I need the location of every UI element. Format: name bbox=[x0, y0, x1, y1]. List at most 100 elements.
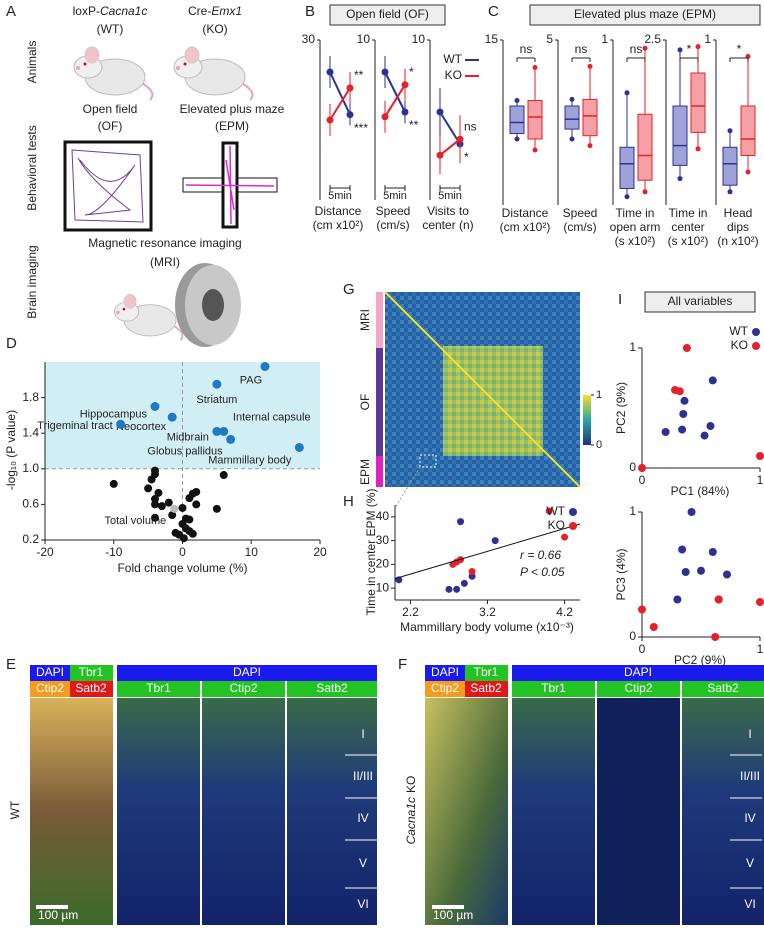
point bbox=[569, 136, 575, 142]
label: 0 bbox=[596, 439, 602, 451]
label: PC2 (9%) bbox=[674, 653, 726, 667]
point bbox=[756, 598, 764, 606]
label: 1 bbox=[757, 473, 764, 487]
label: 0 bbox=[629, 460, 636, 474]
point bbox=[491, 537, 499, 545]
series-line bbox=[384, 71, 406, 113]
label: 1 bbox=[601, 32, 608, 46]
point bbox=[468, 568, 476, 575]
series-line bbox=[384, 84, 406, 118]
label: KO bbox=[445, 68, 462, 82]
label: 10 bbox=[412, 32, 426, 46]
point bbox=[436, 108, 444, 116]
point bbox=[219, 471, 228, 480]
label: 30 bbox=[302, 32, 316, 46]
point bbox=[116, 419, 126, 429]
label: 0 bbox=[639, 473, 646, 487]
label: 0.6 bbox=[22, 497, 39, 511]
title-box bbox=[644, 291, 756, 313]
label: 0 bbox=[629, 629, 636, 643]
label: Time in center EPM (%) bbox=[364, 489, 378, 616]
label: 2.5 bbox=[644, 32, 661, 46]
point bbox=[185, 515, 194, 524]
point bbox=[212, 504, 221, 513]
test-label: (OF) bbox=[98, 119, 123, 133]
label: Tbr1 bbox=[146, 681, 171, 695]
box bbox=[740, 105, 756, 156]
label: Globus pallidus bbox=[147, 445, 223, 457]
point bbox=[678, 545, 687, 554]
label: * bbox=[687, 42, 692, 56]
point bbox=[326, 116, 334, 124]
point bbox=[587, 63, 593, 69]
prefix: Cre- bbox=[188, 4, 211, 18]
label: 5min bbox=[383, 190, 407, 202]
point bbox=[151, 513, 159, 522]
prefix: loxP- bbox=[73, 4, 100, 18]
point bbox=[449, 560, 457, 568]
label: Ctip2 bbox=[431, 681, 459, 695]
label: -10 bbox=[105, 545, 123, 559]
point bbox=[514, 136, 520, 142]
point bbox=[708, 548, 717, 556]
group-label: EPM bbox=[358, 459, 372, 485]
test-label: (EPM) bbox=[215, 119, 249, 133]
genotype-label: Cre-Emx1 bbox=[188, 4, 242, 18]
point bbox=[168, 511, 177, 520]
point bbox=[745, 169, 751, 175]
point bbox=[756, 452, 764, 460]
label: Time in bbox=[616, 206, 655, 220]
point bbox=[326, 68, 334, 76]
box bbox=[619, 146, 635, 189]
point bbox=[453, 585, 461, 593]
plus-maze bbox=[182, 141, 278, 229]
label: 2.2 bbox=[402, 605, 419, 619]
row-label: Brain imaging bbox=[25, 245, 39, 318]
group-label: OF bbox=[358, 394, 372, 411]
label: 3.2 bbox=[479, 605, 496, 619]
legend-swatch bbox=[569, 508, 577, 516]
label: (s x10²) bbox=[668, 234, 709, 248]
test-label: Open field bbox=[83, 102, 138, 116]
point bbox=[346, 84, 354, 92]
label: 4.2 bbox=[556, 605, 573, 619]
point bbox=[514, 98, 520, 103]
label: 1 bbox=[704, 32, 711, 46]
genotype-tag: (WT) bbox=[97, 22, 124, 36]
point bbox=[687, 508, 696, 516]
point bbox=[457, 518, 465, 526]
label: ns bbox=[464, 119, 477, 133]
label: All variables bbox=[668, 294, 733, 308]
histology-e bbox=[30, 665, 377, 925]
label: Open field (OF) bbox=[346, 7, 429, 21]
label: * bbox=[409, 65, 414, 79]
box bbox=[564, 105, 580, 130]
box bbox=[637, 113, 653, 181]
side-label: WT bbox=[8, 800, 22, 819]
point bbox=[638, 464, 646, 472]
point bbox=[157, 502, 166, 511]
label: Neocortex bbox=[116, 421, 167, 433]
panel-letter: F bbox=[398, 656, 407, 673]
label: 1 bbox=[629, 340, 636, 354]
group-label: MRI bbox=[358, 309, 372, 331]
label: Tbr1 bbox=[541, 681, 566, 695]
series-line bbox=[439, 138, 461, 156]
row-label: Animals bbox=[25, 41, 39, 84]
point bbox=[545, 507, 553, 515]
point bbox=[680, 396, 689, 405]
label: Time in bbox=[669, 206, 708, 220]
label: Speed bbox=[376, 204, 411, 218]
label: IV bbox=[744, 811, 755, 825]
test-label: Magnetic resonance imaging bbox=[88, 236, 241, 250]
label: II/III bbox=[740, 769, 760, 783]
point bbox=[219, 426, 229, 436]
legend-swatch bbox=[569, 522, 577, 530]
label: -log₁₀ (P value) bbox=[4, 410, 18, 490]
point bbox=[675, 387, 684, 396]
fit-line bbox=[394, 523, 581, 580]
point bbox=[722, 570, 731, 579]
label: (cm/s) bbox=[563, 220, 596, 234]
label: 100 µm bbox=[433, 908, 473, 922]
label: 40 bbox=[376, 509, 390, 523]
